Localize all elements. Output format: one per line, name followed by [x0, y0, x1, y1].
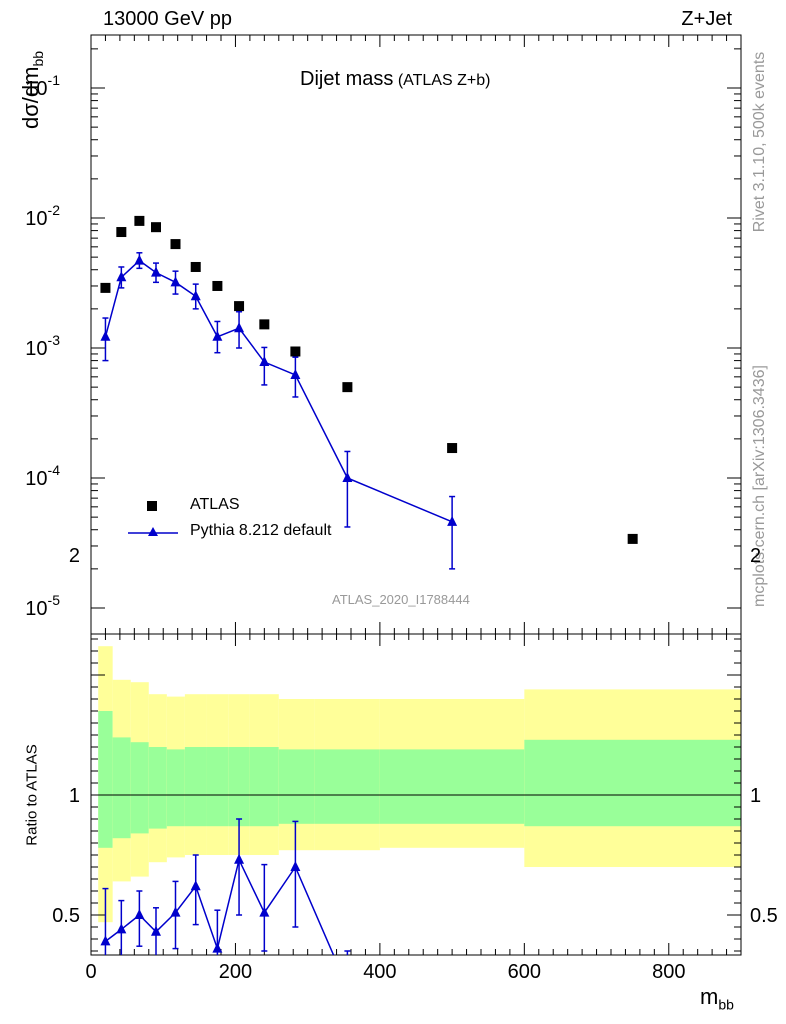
main-y-tick-label: 10-3 — [25, 332, 60, 360]
pythia-data-point — [212, 330, 223, 341]
ratio-band-outer — [278, 699, 315, 851]
pythia-data-point — [151, 266, 161, 277]
pythia-data-point — [234, 322, 245, 333]
atlas-data-point — [100, 282, 111, 293]
x-tick-label: 600 — [508, 961, 541, 983]
ratio-band-outer — [166, 696, 185, 858]
ratio-y-tick-label-left: 0.5 — [52, 905, 80, 927]
ratio-pythia-point — [100, 935, 111, 946]
legend-marker-pythia — [128, 522, 178, 544]
ratio-pythia-point — [116, 923, 127, 934]
ratio-band-outer — [148, 694, 167, 863]
legend: ATLAS Pythia 8.212 default — [120, 494, 380, 554]
analysis-watermark: ATLAS_2020_I1788444 — [332, 592, 470, 607]
ratio-band-outer — [206, 694, 229, 855]
x-tick-label: 400 — [363, 961, 396, 983]
ratio-band-inner — [524, 739, 741, 827]
ratio-band-inner — [112, 737, 131, 839]
ratio-band-inner — [130, 742, 149, 834]
legend-label-atlas: ATLAS — [190, 496, 240, 513]
ratio-band-inner — [206, 747, 229, 827]
pythia-data-point — [116, 271, 127, 282]
pythia-data-point — [170, 276, 181, 287]
pythia-data-point — [290, 368, 301, 379]
atlas-data-point — [134, 215, 145, 226]
pythia-data-point — [134, 254, 145, 265]
ratio-band-outer — [314, 699, 380, 851]
ratio-y-tick-label-left: 1 — [69, 785, 80, 807]
atlas-data-point — [234, 301, 245, 312]
legend-marker-atlas — [120, 496, 180, 518]
atlas-data-point — [170, 239, 181, 250]
atlas-data-point — [212, 280, 223, 291]
pythia-data-point — [342, 472, 353, 482]
ratio-band-outer — [524, 689, 741, 867]
mcplots-label: mcplots.cern.ch [arXiv:1306.3436] — [751, 365, 768, 607]
ratio-panel-frame — [90, 633, 742, 956]
legend-label-pythia: Pythia 8.212 default — [190, 522, 332, 539]
ratio-y-axis-title: Ratio to ATLAS — [23, 744, 41, 846]
atlas-data-point — [342, 382, 353, 393]
ratio-band-inner — [314, 749, 380, 824]
main-y-tick-label: 10-5 — [25, 592, 60, 620]
ratio-band-outer — [379, 699, 525, 848]
ratio-band-inner — [249, 747, 279, 827]
ratio-pythia-point — [259, 906, 270, 917]
ratio-pythia-point — [170, 906, 181, 917]
ratio-band-outer — [130, 682, 149, 877]
atlas-data-point — [116, 227, 127, 238]
main-y-tick-label: 10-2 — [25, 202, 60, 230]
ratio-band-outer — [228, 694, 250, 855]
ratio-band-outer — [184, 694, 207, 855]
ratio-pythia-point — [234, 853, 245, 864]
header-energy-label: 13000 GeV pp — [103, 8, 232, 30]
ratio-band-outer — [98, 646, 113, 923]
ratio-pythia-point — [151, 925, 161, 936]
ratio-pythia-point — [212, 942, 223, 953]
atlas-data-point — [151, 222, 161, 233]
rivet-label: Rivet 3.1.10, 500k events — [751, 51, 768, 233]
ratio-pythia-line — [104, 857, 335, 955]
ratio-band-inner — [379, 749, 525, 824]
plot-title-sub: (ATLAS Z+b) — [397, 72, 491, 89]
pythia-data-point — [259, 356, 270, 367]
main-y-axis-title: dσ/dmbb — [17, 50, 47, 130]
ratio-y-tick-label-right: 1 — [750, 785, 761, 807]
plot-title: Dijet mass (ATLAS Z+b) — [300, 68, 490, 91]
plot-title-main: Dijet mass — [300, 68, 394, 90]
atlas-data-point — [447, 443, 458, 454]
atlas-data-point — [627, 533, 638, 544]
ratio-pythia-point — [134, 909, 145, 919]
ratio-band-inner — [148, 747, 167, 829]
main-y-tick-label: 10-4 — [25, 462, 60, 490]
atlas-data-point — [190, 261, 201, 272]
ratio-y-tick-label-right: 0.5 — [750, 905, 778, 927]
ratio-band-inner — [278, 749, 315, 824]
x-tick-label: 800 — [652, 961, 685, 983]
x-tick-label: 0 — [85, 961, 96, 983]
ratio-band-inner — [98, 711, 113, 848]
ratio-band-inner — [166, 749, 185, 827]
pythia-data-point — [190, 290, 201, 301]
ratio-band-outer — [249, 694, 279, 855]
ratio-band-outer — [112, 679, 131, 882]
ratio-band-inner — [228, 747, 250, 827]
header-process-label: Z+Jet — [681, 8, 732, 30]
ratio-pythia-point — [190, 880, 201, 891]
x-tick-label: 200 — [219, 961, 252, 983]
x-axis-title: mbb — [700, 984, 734, 1013]
pythia-data-point — [447, 515, 458, 526]
atlas-data-point — [290, 346, 301, 357]
ratio-band-inner — [184, 747, 207, 827]
pythia-data-point — [100, 330, 111, 341]
atlas-data-point — [259, 319, 270, 330]
ratio-pythia-point — [290, 861, 301, 871]
ratio-y-tick-label-left: 2 — [69, 545, 80, 567]
pythia-line — [104, 259, 453, 523]
